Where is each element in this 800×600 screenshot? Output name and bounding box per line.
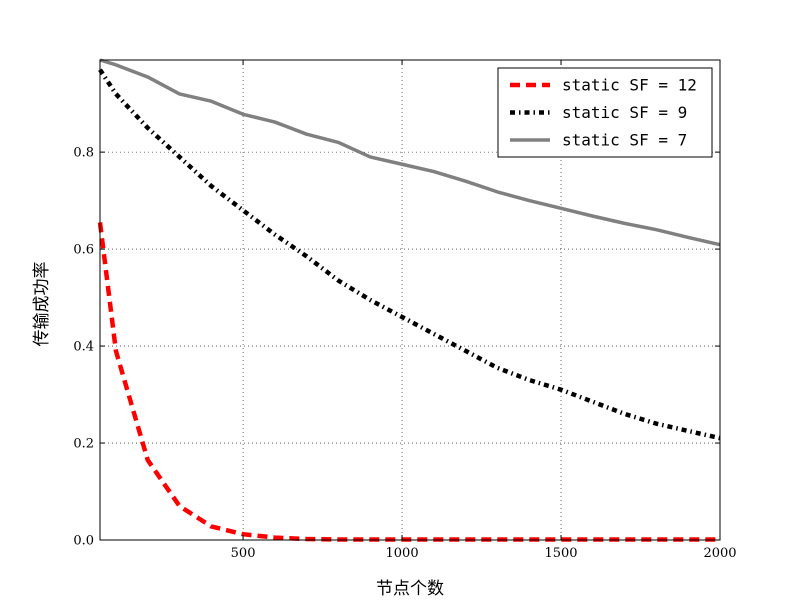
y-tick-label: 0.2 xyxy=(73,437,94,452)
legend-label-3: static SF = 7 xyxy=(562,131,687,150)
series-line-3 xyxy=(99,58,721,247)
y-tick-label: 0.6 xyxy=(73,243,94,258)
axis-ticks: 500 1000 1500 2000 0.0 0.2 0.4 0.6 0.8 xyxy=(73,60,737,561)
plot-frame xyxy=(99,59,721,541)
series-line-2 xyxy=(98,68,721,441)
y-tick-label: 0.4 xyxy=(73,340,94,355)
y-axis-title: 传输成功率 xyxy=(32,262,52,347)
legend-label-2: static SF = 9 xyxy=(562,103,687,122)
x-axis-title: 节点个数 xyxy=(376,579,444,599)
y-tick-label: 0.0 xyxy=(73,534,94,549)
x-tick-label: 1500 xyxy=(544,546,577,561)
x-tick-label: 500 xyxy=(231,546,256,561)
x-tick-label: 1000 xyxy=(386,546,419,561)
series-line-1 xyxy=(97,222,720,542)
legend-label-1: static SF = 12 xyxy=(562,76,697,95)
legend: static SF = 12 static SF = 9 static SF = 7 xyxy=(497,67,713,158)
x-tick-label: 2000 xyxy=(703,546,736,561)
y-tick-label: 0.8 xyxy=(73,146,94,161)
